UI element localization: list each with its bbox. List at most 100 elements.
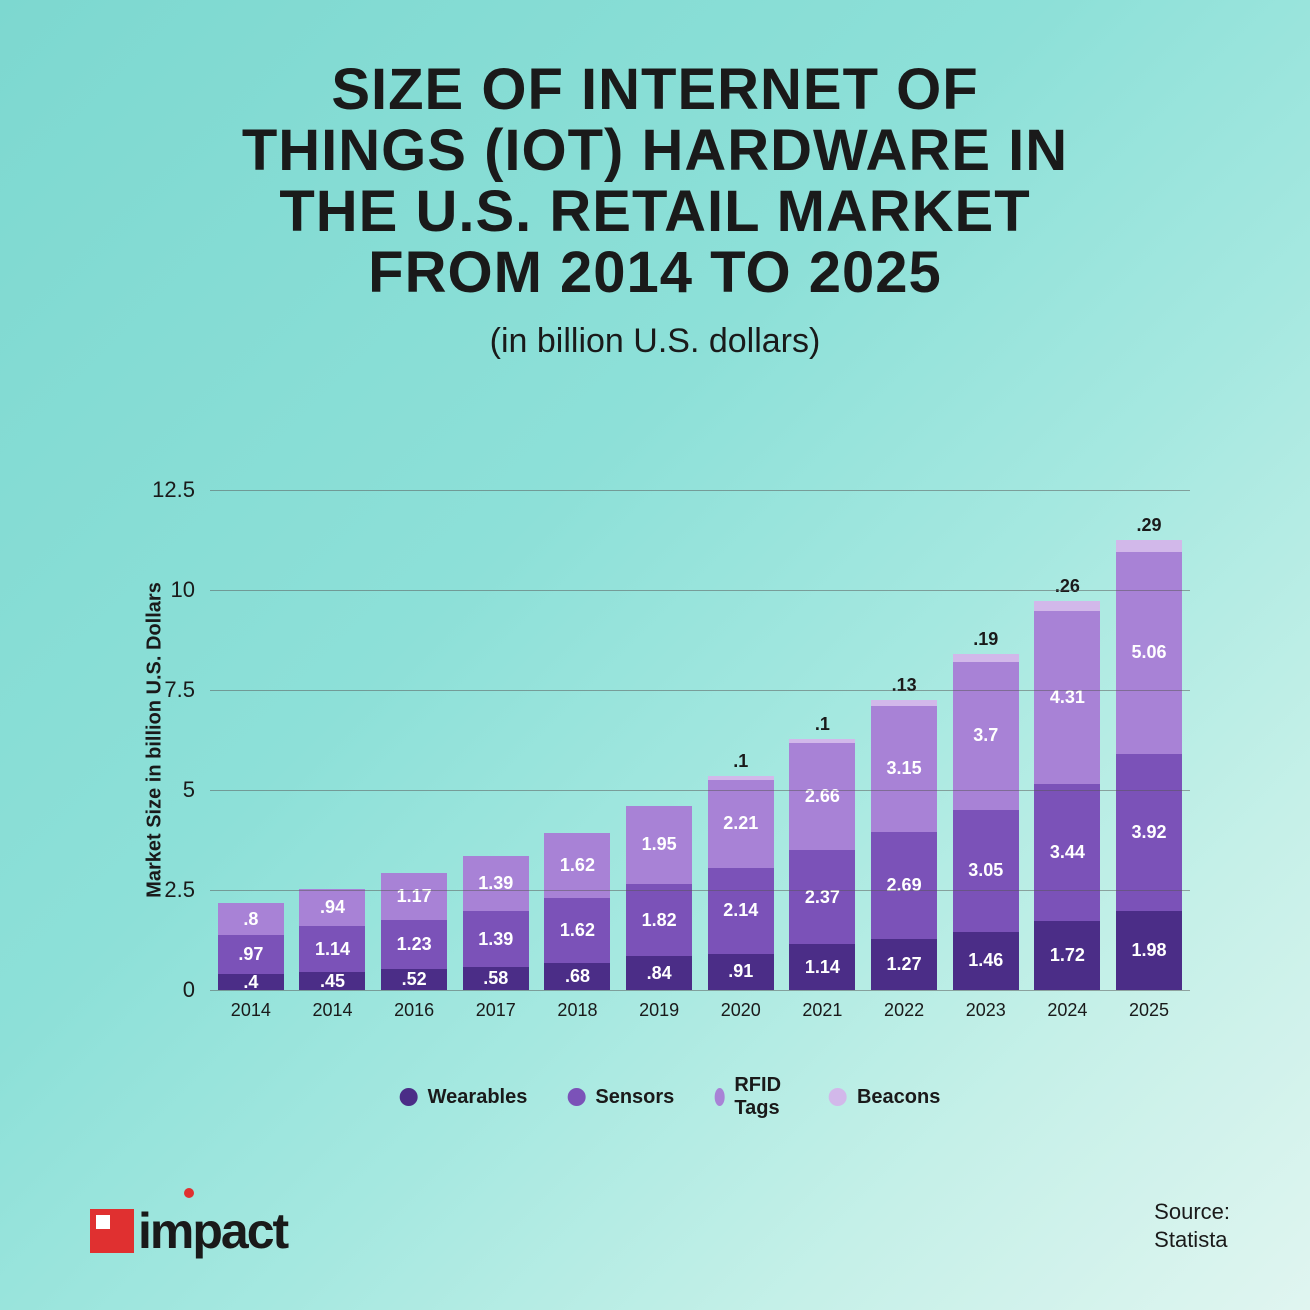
x-tick-label: 2022 <box>884 1000 924 1021</box>
bar-segment-wearables: .91 <box>708 954 774 990</box>
bar-segment-beacons: .29 <box>1116 540 1182 552</box>
bar-group: .841.821.952019 <box>626 806 692 990</box>
bar-segment-sensors: 1.62 <box>544 898 610 963</box>
bar-segment-rfid-tags: 3.15 <box>871 706 937 832</box>
bar-segment-beacons: .1 <box>708 776 774 780</box>
bar-segment-rfid-tags: 5.06 <box>1116 552 1182 754</box>
plot: Market Size in billion U.S. Dollars .4.9… <box>210 490 1190 990</box>
y-tick-label: 2.5 <box>164 877 195 903</box>
bar-segment-rfid-tags: .94 <box>299 889 365 927</box>
legend-item-sensors: Sensors <box>567 1086 674 1109</box>
x-tick-label: 2019 <box>639 1000 679 1021</box>
x-tick-label: 2016 <box>394 1000 434 1021</box>
bar-group: .4.97.82014 <box>218 903 284 990</box>
gridline <box>210 690 1190 691</box>
y-tick-label: 0 <box>183 977 195 1003</box>
legend: WearablesSensorsRFID TagsBeacons <box>400 1074 941 1120</box>
bar-top-label: .26 <box>1055 576 1080 597</box>
chart-area: Market Size in billion U.S. Dollars .4.9… <box>150 490 1190 1050</box>
logo-text: impact <box>138 1203 287 1259</box>
bar-segment-wearables: 1.98 <box>1116 911 1182 990</box>
bar-segment-wearables: 1.46 <box>953 932 1019 990</box>
legend-swatch-icon <box>400 1088 418 1106</box>
bar-segment-rfid-tags: .8 <box>218 903 284 935</box>
source-attribution: Source: Statista <box>1154 1198 1230 1255</box>
legend-swatch-icon <box>567 1088 585 1106</box>
bar-segment-sensors: 3.44 <box>1034 784 1100 922</box>
x-tick-label: 2021 <box>802 1000 842 1021</box>
y-tick-label: 10 <box>171 577 195 603</box>
bar-top-label: .1 <box>733 751 748 772</box>
logo-dot-icon <box>184 1188 194 1198</box>
bar-segment-wearables: 1.72 <box>1034 921 1100 990</box>
bar-group: 1.142.372.66.12021 <box>789 739 855 990</box>
bar-segment-wearables: .68 <box>544 963 610 990</box>
legend-label: Sensors <box>595 1086 674 1109</box>
bar-group: .912.142.21.12020 <box>708 776 774 990</box>
legend-item-rfid-tags: RFID Tags <box>714 1074 789 1120</box>
bar-segment-rfid-tags: 1.95 <box>626 806 692 884</box>
x-tick-label: 2017 <box>476 1000 516 1021</box>
bar-segment-sensors: 2.14 <box>708 868 774 954</box>
legend-swatch-icon <box>829 1088 847 1106</box>
source-label: Source: <box>1154 1198 1230 1227</box>
bar-segment-rfid-tags: 2.66 <box>789 743 855 849</box>
bar-segment-sensors: 1.23 <box>381 920 447 969</box>
bar-segment-beacons: .19 <box>953 654 1019 662</box>
y-tick-label: 12.5 <box>152 477 195 503</box>
bar-segment-sensors: 1.39 <box>463 911 529 967</box>
bar-group: .681.621.622018 <box>544 833 610 990</box>
bar-group: 1.463.053.7.192023 <box>953 654 1019 990</box>
gridline <box>210 890 1190 891</box>
bar-segment-wearables: 1.27 <box>871 939 937 990</box>
x-tick-label: 2023 <box>966 1000 1006 1021</box>
bar-segment-wearables: 1.14 <box>789 944 855 990</box>
y-axis-label: Market Size in billion U.S. Dollars <box>144 582 167 898</box>
bars-container: .4.97.82014.451.14.942014.521.231.172016… <box>210 490 1190 990</box>
chart-subtitle: (in billion U.S. dollars) <box>0 322 1310 361</box>
legend-label: Beacons <box>857 1086 940 1109</box>
x-tick-label: 2014 <box>231 1000 271 1021</box>
bar-segment-sensors: 1.14 <box>299 926 365 972</box>
bar-segment-sensors: 3.05 <box>953 810 1019 932</box>
legend-swatch-icon <box>714 1088 724 1106</box>
bar-top-label: .1 <box>815 714 830 735</box>
bar-segment-rfid-tags: 1.62 <box>544 833 610 898</box>
bar-group: .451.14.942014 <box>299 889 365 990</box>
bar-segment-rfid-tags: 1.17 <box>381 873 447 920</box>
bar-group: 1.983.925.06.292025 <box>1116 540 1182 990</box>
chart-title: SIZE OF INTERNET OFTHINGS (IOT) HARDWARE… <box>0 0 1310 304</box>
bar-segment-beacons: .13 <box>871 700 937 705</box>
legend-label: RFID Tags <box>734 1074 789 1120</box>
bar-segment-wearables: .52 <box>381 969 447 990</box>
y-tick-label: 5 <box>183 777 195 803</box>
source-value: Statista <box>1154 1226 1230 1255</box>
bar-segment-beacons: .26 <box>1034 601 1100 611</box>
y-tick-label: 7.5 <box>164 677 195 703</box>
x-tick-label: 2024 <box>1047 1000 1087 1021</box>
gridline <box>210 490 1190 491</box>
bar-group: .581.391.392017 <box>463 856 529 990</box>
gridline <box>210 790 1190 791</box>
x-tick-label: 2014 <box>312 1000 352 1021</box>
x-tick-label: 2020 <box>721 1000 761 1021</box>
bar-segment-rfid-tags: 3.7 <box>953 662 1019 810</box>
bar-segment-sensors: 2.69 <box>871 832 937 940</box>
bar-top-label: .19 <box>973 629 998 650</box>
x-tick-label: 2018 <box>557 1000 597 1021</box>
legend-item-beacons: Beacons <box>829 1086 940 1109</box>
gridline <box>210 590 1190 591</box>
bar-top-label: .29 <box>1137 515 1162 536</box>
bar-segment-rfid-tags: 1.39 <box>463 856 529 912</box>
gridline <box>210 990 1190 991</box>
bar-segment-sensors: 2.37 <box>789 850 855 945</box>
impact-logo: impact <box>90 1202 287 1260</box>
bar-top-label: .13 <box>892 675 917 696</box>
x-tick-label: 2025 <box>1129 1000 1169 1021</box>
bar-segment-wearables: .84 <box>626 956 692 990</box>
bar-segment-sensors: 3.92 <box>1116 754 1182 911</box>
bar-segment-wearables: .4 <box>218 974 284 990</box>
bar-segment-beacons: .1 <box>789 739 855 743</box>
bar-segment-rfid-tags: 4.31 <box>1034 611 1100 783</box>
bar-segment-wearables: .45 <box>299 972 365 990</box>
